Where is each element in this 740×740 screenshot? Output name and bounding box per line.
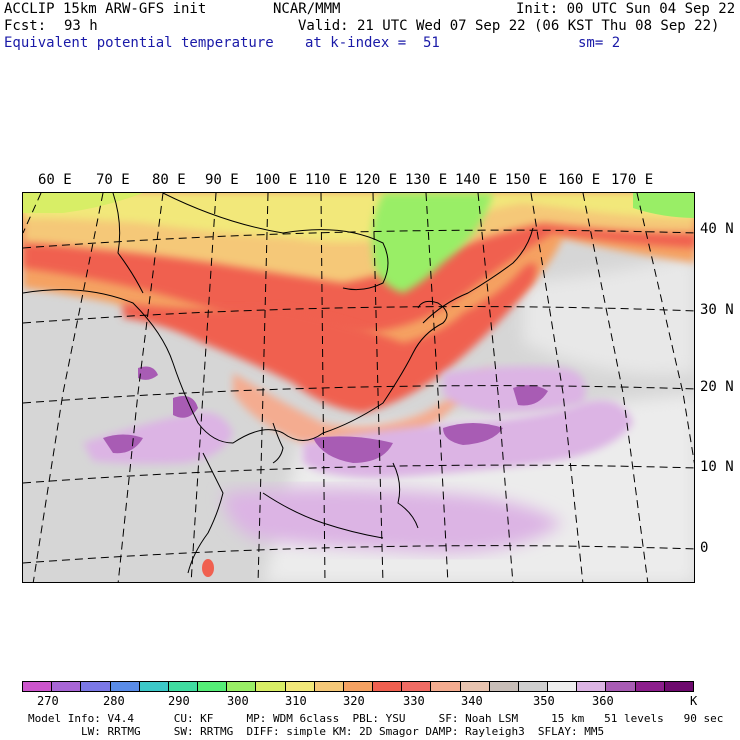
colorbar-tick: 310 — [285, 694, 307, 708]
colorbar-tick: 290 — [168, 694, 190, 708]
colorbar-swatch — [548, 682, 578, 691]
colorbar-tick: 270 — [37, 694, 59, 708]
lon-label: 160 E — [558, 172, 601, 188]
model-info-line1: Model Info: V4.4 CU: KF MP: WDM 6class P… — [28, 712, 724, 725]
model-info-line2: LW: RRTMG SW: RRTMG DIFF: simple KM: 2D … — [28, 725, 605, 738]
lat-label: 20 N — [700, 379, 734, 395]
lon-label: 80 E — [152, 172, 186, 188]
lon-label: 110 E — [305, 172, 348, 188]
colorbar-swatch — [168, 682, 199, 691]
colorbar-swatch — [52, 682, 82, 691]
forecast-label: Fcst: — [4, 18, 47, 34]
colorbar-swatch — [343, 682, 374, 691]
colorbar-swatch — [577, 682, 607, 691]
lon-label: 170 E — [611, 172, 654, 188]
colorbar-swatch — [81, 682, 111, 691]
lon-label: 130 E — [405, 172, 448, 188]
colorbar-tick: 300 — [227, 694, 249, 708]
level-index: at k-index = 51 — [305, 35, 440, 51]
lon-label: 120 E — [355, 172, 398, 188]
map-panel — [22, 192, 695, 583]
colorbar-swatch — [285, 682, 315, 691]
lon-label: 150 E — [505, 172, 548, 188]
lon-label: 90 E — [205, 172, 239, 188]
colorbar-swatch — [198, 682, 228, 691]
lon-label: 70 E — [96, 172, 130, 188]
colorbar-tick: 280 — [103, 694, 125, 708]
lat-label: 0 — [700, 540, 709, 556]
lat-label: 10 N — [700, 459, 734, 475]
colorbar-swatch — [256, 682, 286, 691]
colorbar-swatch — [489, 682, 519, 691]
colorbar-tick: 320 — [343, 694, 365, 708]
colorbar-swatch — [373, 682, 403, 691]
lon-label: 60 E — [38, 172, 72, 188]
colorbar-swatch — [23, 682, 53, 691]
colorbar-swatch — [314, 682, 344, 691]
colorbar-swatch — [606, 682, 636, 691]
colorbar-tick: 330 — [403, 694, 425, 708]
colorbar-swatch — [110, 682, 140, 691]
institution-label: NCAR/MMM — [273, 1, 341, 17]
colorbar-swatch — [139, 682, 169, 691]
colorbar-swatch — [635, 682, 665, 691]
colorbar-tick: 350 — [533, 694, 555, 708]
colorbar-swatch — [227, 682, 257, 691]
lat-label: 40 N — [700, 221, 734, 237]
colorbar — [22, 681, 694, 692]
colorbar-swatch — [431, 682, 461, 691]
colorbar-tick: 340 — [461, 694, 483, 708]
lat-label: 30 N — [700, 302, 734, 318]
lon-label: 140 E — [455, 172, 498, 188]
init-time: Init: 00 UTC Sun 04 Sep 22 — [516, 1, 736, 17]
theta-e-field — [23, 193, 694, 582]
colorbar-swatch — [518, 682, 549, 691]
model-title: ACCLIP 15km ARW-GFS init — [4, 1, 207, 17]
lon-label: 100 E — [255, 172, 298, 188]
valid-time: Valid: 21 UTC Wed 07 Sep 22 (06 KST Thu … — [298, 18, 720, 34]
colorbar-swatch — [664, 682, 693, 691]
field-name: Equivalent potential temperature — [4, 35, 274, 51]
colorbar-swatch — [460, 682, 490, 691]
smoothing-label: sm= 2 — [578, 35, 621, 51]
colorbar-tick: 360 — [592, 694, 614, 708]
colorbar-swatch — [402, 682, 432, 691]
forecast-hour: 93 h — [64, 18, 98, 34]
colorbar-unit: K — [690, 694, 698, 708]
